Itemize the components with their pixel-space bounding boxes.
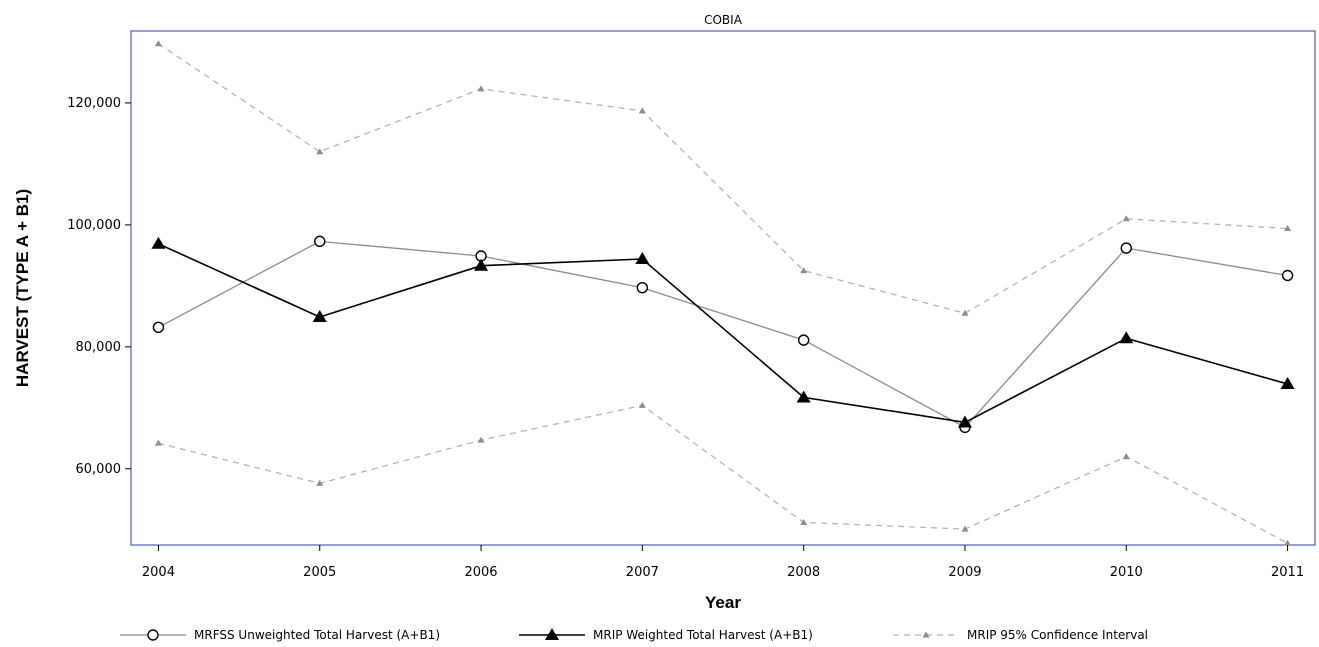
y-tick-label: 100,000 bbox=[67, 218, 121, 233]
legend: MRFSS Unweighted Total Harvest (A+B1) MRI… bbox=[120, 628, 1148, 642]
data-point-ci-lower bbox=[1284, 539, 1292, 546]
data-point-ci-lower bbox=[961, 525, 969, 532]
data-point-ci-upper bbox=[1122, 215, 1130, 222]
series-line-ci-lower bbox=[158, 404, 1288, 544]
y-axis-title: HARVEST (TYPE A + B1) bbox=[13, 189, 32, 387]
data-point-mrip bbox=[635, 252, 650, 265]
x-tick-label: 2007 bbox=[626, 565, 659, 580]
x-tick-label: 2004 bbox=[142, 565, 175, 580]
legend-label: MRFSS Unweighted Total Harvest (A+B1) bbox=[194, 628, 440, 642]
x-tick-label: 2005 bbox=[303, 565, 336, 580]
x-axis-title: Year bbox=[705, 593, 741, 612]
data-point-ci-lower bbox=[316, 479, 324, 486]
data-point-ci-upper bbox=[477, 85, 485, 92]
data-point-mrip bbox=[1119, 331, 1134, 344]
data-point-ci-upper bbox=[1284, 225, 1292, 232]
plot-area-frame bbox=[130, 30, 1316, 546]
data-point-mrfss bbox=[314, 235, 326, 248]
x-tick-label: 2008 bbox=[787, 565, 820, 580]
data-point-mrfss bbox=[152, 321, 165, 334]
data-point-ci-upper bbox=[800, 267, 808, 274]
x-tick-label: 2010 bbox=[1110, 565, 1143, 580]
legend-marker bbox=[922, 631, 930, 638]
data-point-mrip bbox=[312, 309, 327, 322]
series-line-ci-upper bbox=[158, 43, 1288, 314]
data-point-mrfss bbox=[797, 334, 810, 346]
y-tick-label: 80,000 bbox=[76, 340, 122, 355]
data-point-ci-lower bbox=[1122, 453, 1130, 460]
data-point-mrfss bbox=[1281, 269, 1294, 282]
data-point-ci-lower bbox=[154, 439, 162, 446]
data-point-ci-lower bbox=[638, 401, 646, 408]
data-point-mrip bbox=[796, 390, 811, 403]
data-point-ci-upper bbox=[316, 148, 324, 155]
y-axis: 60,000 80,000 100,000 120,000 bbox=[67, 96, 131, 477]
x-tick-label: 2009 bbox=[948, 565, 981, 580]
legend-marker bbox=[545, 628, 559, 640]
data-point-ci-upper bbox=[638, 107, 646, 114]
chart-title: COBIA bbox=[704, 13, 743, 27]
legend-label: MRIP Weighted Total Harvest (A+B1) bbox=[593, 628, 813, 642]
series-layer bbox=[151, 40, 1295, 546]
data-point-mrip bbox=[1280, 377, 1295, 390]
data-point-ci-upper bbox=[961, 309, 969, 316]
data-point-ci-lower bbox=[477, 436, 485, 443]
series-line-mrip bbox=[158, 243, 1288, 424]
legend-label: MRIP 95% Confidence Interval bbox=[967, 628, 1148, 642]
x-tick-label: 2006 bbox=[464, 565, 497, 580]
y-tick-label: 120,000 bbox=[67, 96, 121, 111]
data-point-ci-lower bbox=[800, 518, 808, 525]
series-line-mrfss bbox=[158, 240, 1288, 429]
data-point-ci-upper bbox=[154, 40, 162, 47]
x-axis: 2004 2005 2006 2007 2008 2009 2010 2011 bbox=[142, 545, 1304, 580]
data-point-mrip bbox=[474, 258, 489, 271]
data-point-mrip bbox=[151, 236, 166, 249]
data-point-mrfss bbox=[1120, 242, 1132, 254]
data-point-mrfss bbox=[636, 281, 649, 294]
legend-marker bbox=[147, 629, 159, 641]
x-tick-label: 2011 bbox=[1271, 565, 1304, 580]
y-tick-label: 60,000 bbox=[76, 462, 122, 477]
data-point-mrip bbox=[957, 415, 972, 428]
